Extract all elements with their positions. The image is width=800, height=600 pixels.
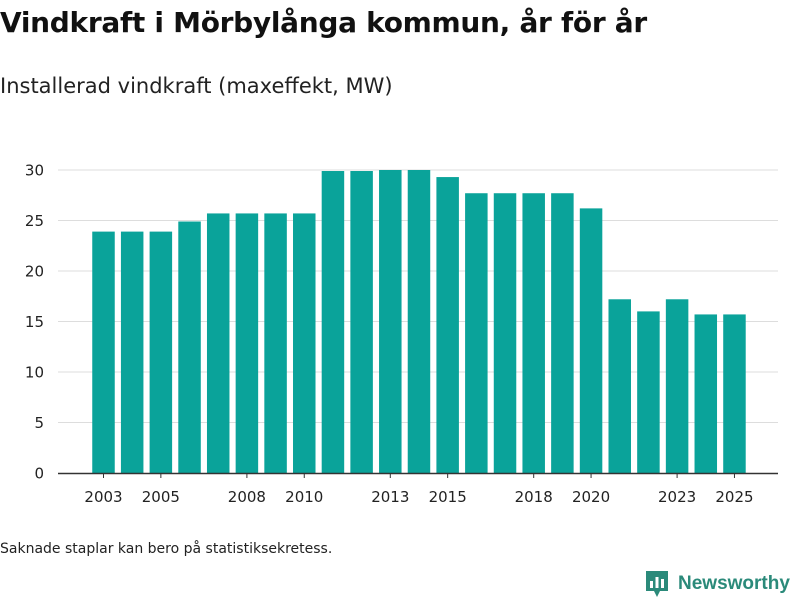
bar-2020 (579, 208, 603, 473)
y-tick-label-0: 0 (34, 465, 44, 483)
bar-2022 (637, 311, 660, 473)
y-tick-label-5: 5 (34, 414, 44, 432)
bar-2018 (522, 193, 545, 474)
x-tick-label-2018: 2018 (515, 488, 553, 506)
chart-subtitle: Installerad vindkraft (maxeffekt, MW) (0, 74, 393, 98)
bar-2024 (694, 314, 718, 473)
brand-logo[interactable]: Newsworthy (644, 568, 790, 600)
bar-2005 (149, 231, 173, 473)
x-tick-label-2013: 2013 (371, 488, 409, 506)
bar-2019 (551, 193, 574, 474)
y-tick-label-25: 25 (25, 212, 44, 230)
x-tick-label-2025: 2025 (715, 488, 753, 506)
brand-name: Newsworthy (678, 573, 790, 594)
bar-2009 (264, 213, 287, 473)
x-tick-label-2003: 2003 (84, 488, 122, 506)
bar-2003 (92, 231, 115, 473)
bar-2012 (350, 171, 373, 473)
bar-2025 (723, 314, 746, 473)
x-tick-label-2010: 2010 (285, 488, 323, 506)
bar-2013 (379, 170, 402, 473)
footnote: Saknade staplar kan bero på statistiksek… (0, 541, 333, 557)
bar-2008 (235, 213, 259, 473)
bar-2014 (407, 170, 431, 473)
newsworthy-logo-icon (646, 571, 668, 597)
y-tick-label-10: 10 (25, 364, 44, 382)
x-tick-label-2020: 2020 (572, 488, 610, 506)
bar-2021 (608, 299, 631, 473)
x-tick-label-2005: 2005 (142, 488, 180, 506)
bar-2017 (493, 193, 517, 474)
x-tick-label-2023: 2023 (658, 488, 696, 506)
chart-title: Vindkraft i Mörbylånga kommun, år för år (0, 6, 647, 39)
x-tick-label-2015: 2015 (429, 488, 467, 506)
bar-2004 (120, 231, 144, 473)
y-tick-label-30: 30 (25, 162, 44, 180)
y-tick-label-20: 20 (25, 263, 44, 281)
bar-2016 (465, 193, 488, 474)
bar-2006 (178, 221, 201, 473)
bar-2015 (436, 177, 459, 473)
bar-2023 (665, 299, 689, 473)
x-tick-label-2008: 2008 (228, 488, 266, 506)
y-tick-label-15: 15 (25, 313, 44, 331)
bar-2010 (293, 213, 316, 473)
bar-2011 (321, 171, 345, 473)
bar-2007 (206, 213, 230, 473)
